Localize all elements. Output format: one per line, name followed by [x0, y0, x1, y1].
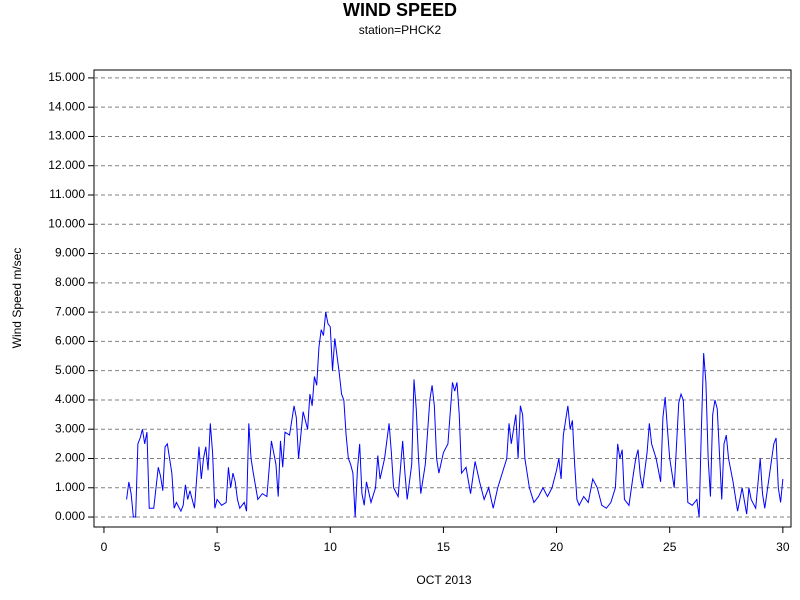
- plot-frame: [93, 69, 792, 528]
- y-axis-label: Wind Speed m/sec: [10, 248, 24, 349]
- x-tick-label: 30: [776, 540, 790, 554]
- y-tick-label: 6.000: [55, 334, 85, 348]
- x-tick-label: 5: [214, 540, 221, 554]
- x-tick-label: 10: [324, 540, 338, 554]
- y-tick-label: 14.000: [48, 99, 85, 113]
- y-tick-label: 9.000: [55, 246, 85, 260]
- y-tick-label: 3.000: [55, 421, 85, 435]
- y-tick-label: 10.000: [48, 216, 85, 230]
- y-tick-label: 7.000: [55, 304, 85, 318]
- chart-title: WIND SPEED: [343, 0, 457, 20]
- x-tick-label: 20: [550, 540, 564, 554]
- y-tick-label: 8.000: [55, 275, 85, 289]
- y-tick-label: 13.000: [48, 129, 85, 143]
- y-tick-label: 1.000: [55, 480, 85, 494]
- data-line: [126, 312, 784, 518]
- y-tick-label: 4.000: [55, 392, 85, 406]
- x-tick-label: 0: [101, 540, 108, 554]
- y-tick-label: 12.000: [48, 158, 85, 172]
- y-tick-label: 5.000: [55, 363, 85, 377]
- y-tick-label: 2.000: [55, 451, 85, 465]
- y-tick-label: 0.000: [55, 509, 85, 523]
- chart-subtitle: station=PHCK2: [359, 23, 442, 37]
- y-tick-label: 11.000: [49, 187, 85, 201]
- x-tick-label: 25: [663, 540, 677, 554]
- y-tick-label: 15.000: [48, 70, 85, 84]
- x-axis-label: OCT 2013: [416, 573, 471, 587]
- x-tick-label: 15: [437, 540, 451, 554]
